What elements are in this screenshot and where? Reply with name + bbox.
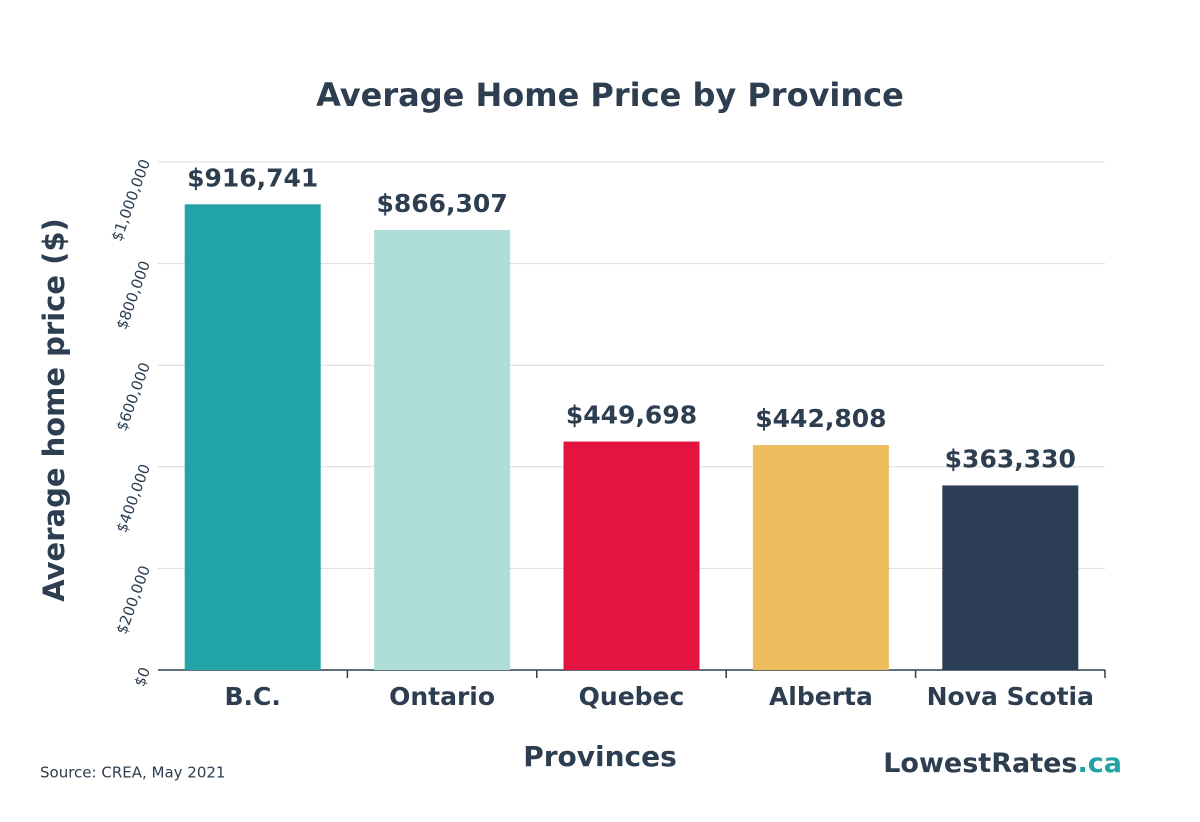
value-label: $916,741 [187, 163, 318, 192]
value-label: $449,698 [566, 401, 697, 430]
y-tick-label: $0 [131, 665, 154, 689]
bar [374, 229, 511, 670]
x-tick-label: Alberta [769, 682, 873, 711]
value-label: $442,808 [755, 404, 886, 433]
x-tick-label: Nova Scotia [927, 682, 1094, 711]
bar [942, 485, 1079, 670]
logo: LowestRates.ca [883, 748, 1122, 779]
x-tick-label: Ontario [389, 682, 495, 711]
bar [184, 204, 321, 670]
x-tick-label: Quebec [579, 682, 685, 711]
chart-title: Average Home Price by Province [316, 76, 904, 114]
bar [752, 445, 889, 670]
logo-suffix: .ca [1078, 748, 1122, 779]
value-label: $363,330 [945, 444, 1076, 473]
source: Source: CREA, May 2021 [40, 764, 225, 782]
y-axis-label: Average home price ($) [37, 218, 71, 602]
bar [563, 441, 700, 670]
x-axis-label: Provinces [523, 740, 677, 773]
value-label: $866,307 [376, 189, 507, 218]
x-tick-label: B.C. [224, 682, 280, 711]
logo-name: LowestRates [883, 748, 1077, 779]
